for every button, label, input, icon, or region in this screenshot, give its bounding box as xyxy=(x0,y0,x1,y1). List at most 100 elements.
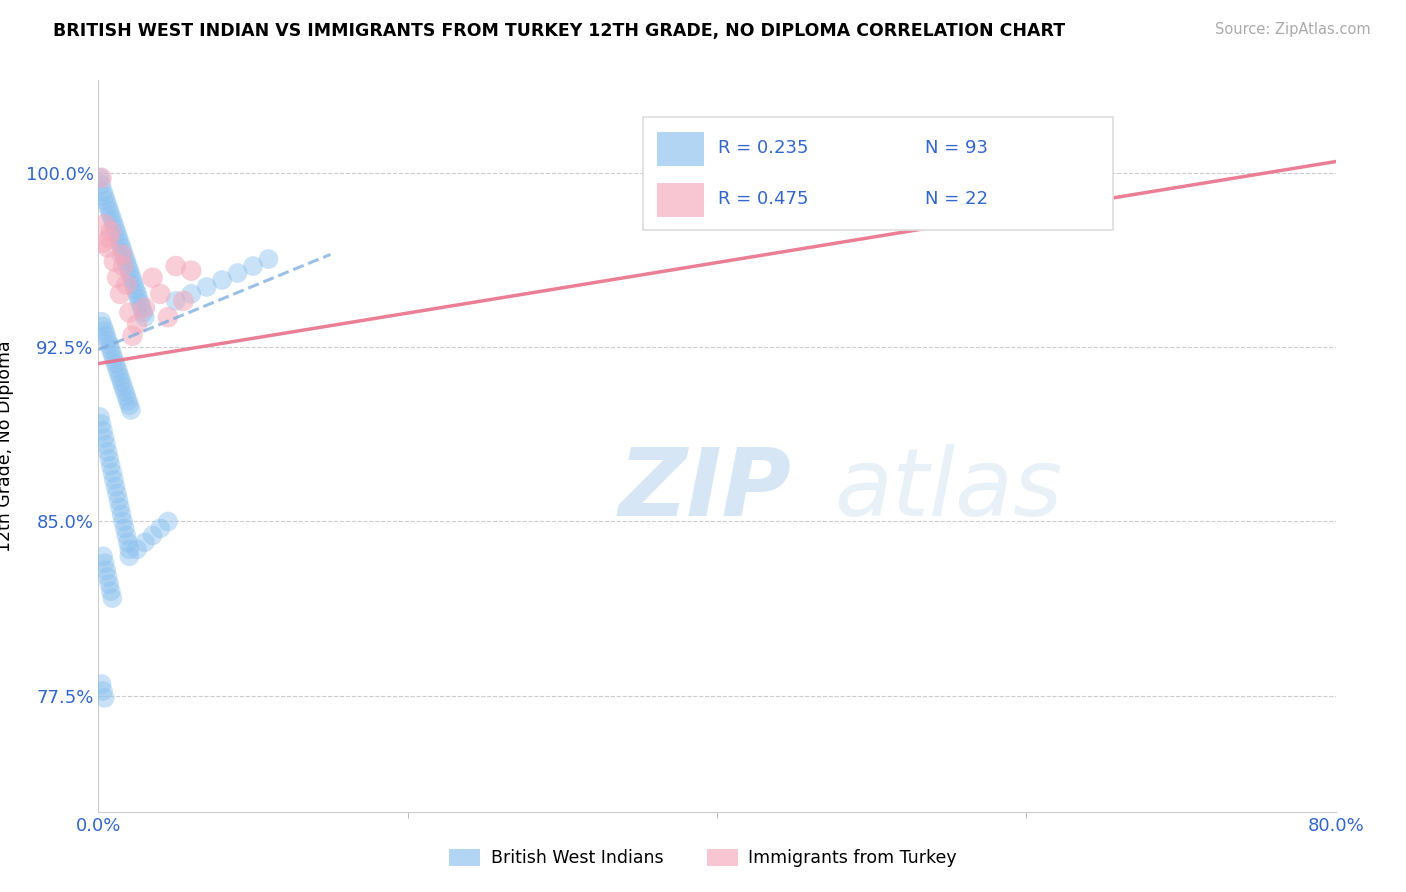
Point xyxy=(104,357,127,371)
Point xyxy=(149,286,172,301)
Point xyxy=(131,301,153,315)
Point xyxy=(105,486,128,500)
Point xyxy=(93,690,115,705)
Point xyxy=(107,493,129,508)
Point xyxy=(118,549,141,564)
Point xyxy=(124,282,146,296)
Point xyxy=(117,535,139,549)
Point xyxy=(91,319,114,334)
Point xyxy=(134,535,156,549)
Point xyxy=(101,347,124,361)
Point xyxy=(91,424,114,438)
Point xyxy=(115,528,138,542)
Point xyxy=(257,252,280,266)
Point xyxy=(103,217,125,231)
Point xyxy=(98,577,121,591)
Point xyxy=(180,286,202,301)
Point xyxy=(120,268,142,283)
Point xyxy=(121,328,143,343)
Point xyxy=(157,310,180,325)
Point xyxy=(118,398,141,412)
Point xyxy=(111,247,132,261)
Point xyxy=(104,480,127,494)
Point xyxy=(118,305,141,319)
Point xyxy=(112,380,135,394)
Point xyxy=(108,500,131,515)
Point xyxy=(97,199,120,213)
Point xyxy=(108,286,131,301)
Point xyxy=(108,370,131,384)
Point xyxy=(132,305,155,319)
Point xyxy=(103,254,125,268)
Point xyxy=(114,521,136,535)
Point xyxy=(90,417,112,431)
Point xyxy=(112,259,135,273)
Point xyxy=(100,208,122,222)
Point xyxy=(97,334,120,348)
Point xyxy=(121,273,143,287)
Point xyxy=(91,235,114,250)
Point xyxy=(141,528,165,542)
Point xyxy=(90,170,112,185)
Point xyxy=(100,343,122,357)
Point xyxy=(141,270,165,285)
Point xyxy=(101,466,124,480)
Point xyxy=(93,556,115,570)
Point xyxy=(96,194,118,208)
Point xyxy=(100,458,122,473)
Point xyxy=(100,584,122,599)
Point xyxy=(115,389,138,403)
Point xyxy=(117,259,139,273)
Point xyxy=(108,235,131,250)
Point xyxy=(93,217,115,231)
Text: Source: ZipAtlas.com: Source: ZipAtlas.com xyxy=(1215,22,1371,37)
Point xyxy=(129,296,152,310)
Point xyxy=(101,212,124,227)
Point xyxy=(112,515,135,529)
Point xyxy=(117,393,139,408)
Legend: British West Indians, Immigrants from Turkey: British West Indians, Immigrants from Tu… xyxy=(441,842,965,874)
Point xyxy=(100,224,122,238)
Point xyxy=(105,361,128,376)
Text: ZIP: ZIP xyxy=(619,444,792,536)
Point xyxy=(93,431,115,445)
Point xyxy=(97,240,120,254)
Point xyxy=(127,286,149,301)
Point xyxy=(195,280,218,294)
Point xyxy=(122,277,145,292)
Point xyxy=(90,677,112,691)
Point xyxy=(114,384,136,399)
Point xyxy=(107,231,129,245)
Point xyxy=(101,591,124,606)
Point xyxy=(118,542,141,557)
Point xyxy=(93,189,115,203)
Point xyxy=(211,273,233,287)
Point xyxy=(98,203,121,218)
Point xyxy=(134,310,156,325)
Point xyxy=(89,409,111,424)
Point xyxy=(115,277,138,292)
Point xyxy=(172,293,194,308)
Point xyxy=(149,521,172,535)
Point xyxy=(97,445,120,459)
Point xyxy=(165,293,187,308)
Point xyxy=(120,403,142,417)
Point xyxy=(104,222,127,236)
Point xyxy=(128,292,150,306)
Point xyxy=(98,338,121,352)
Point xyxy=(180,263,202,277)
Point xyxy=(98,451,121,466)
Point xyxy=(91,684,114,698)
Text: atlas: atlas xyxy=(835,444,1063,535)
Point xyxy=(91,185,114,199)
Point xyxy=(157,515,180,529)
Point xyxy=(115,254,138,268)
Point xyxy=(111,508,132,522)
Point xyxy=(105,270,128,285)
Point xyxy=(114,250,136,264)
Point xyxy=(96,563,118,577)
Point xyxy=(90,315,112,329)
Point xyxy=(226,266,249,280)
Point xyxy=(98,231,121,245)
Point xyxy=(118,263,141,277)
